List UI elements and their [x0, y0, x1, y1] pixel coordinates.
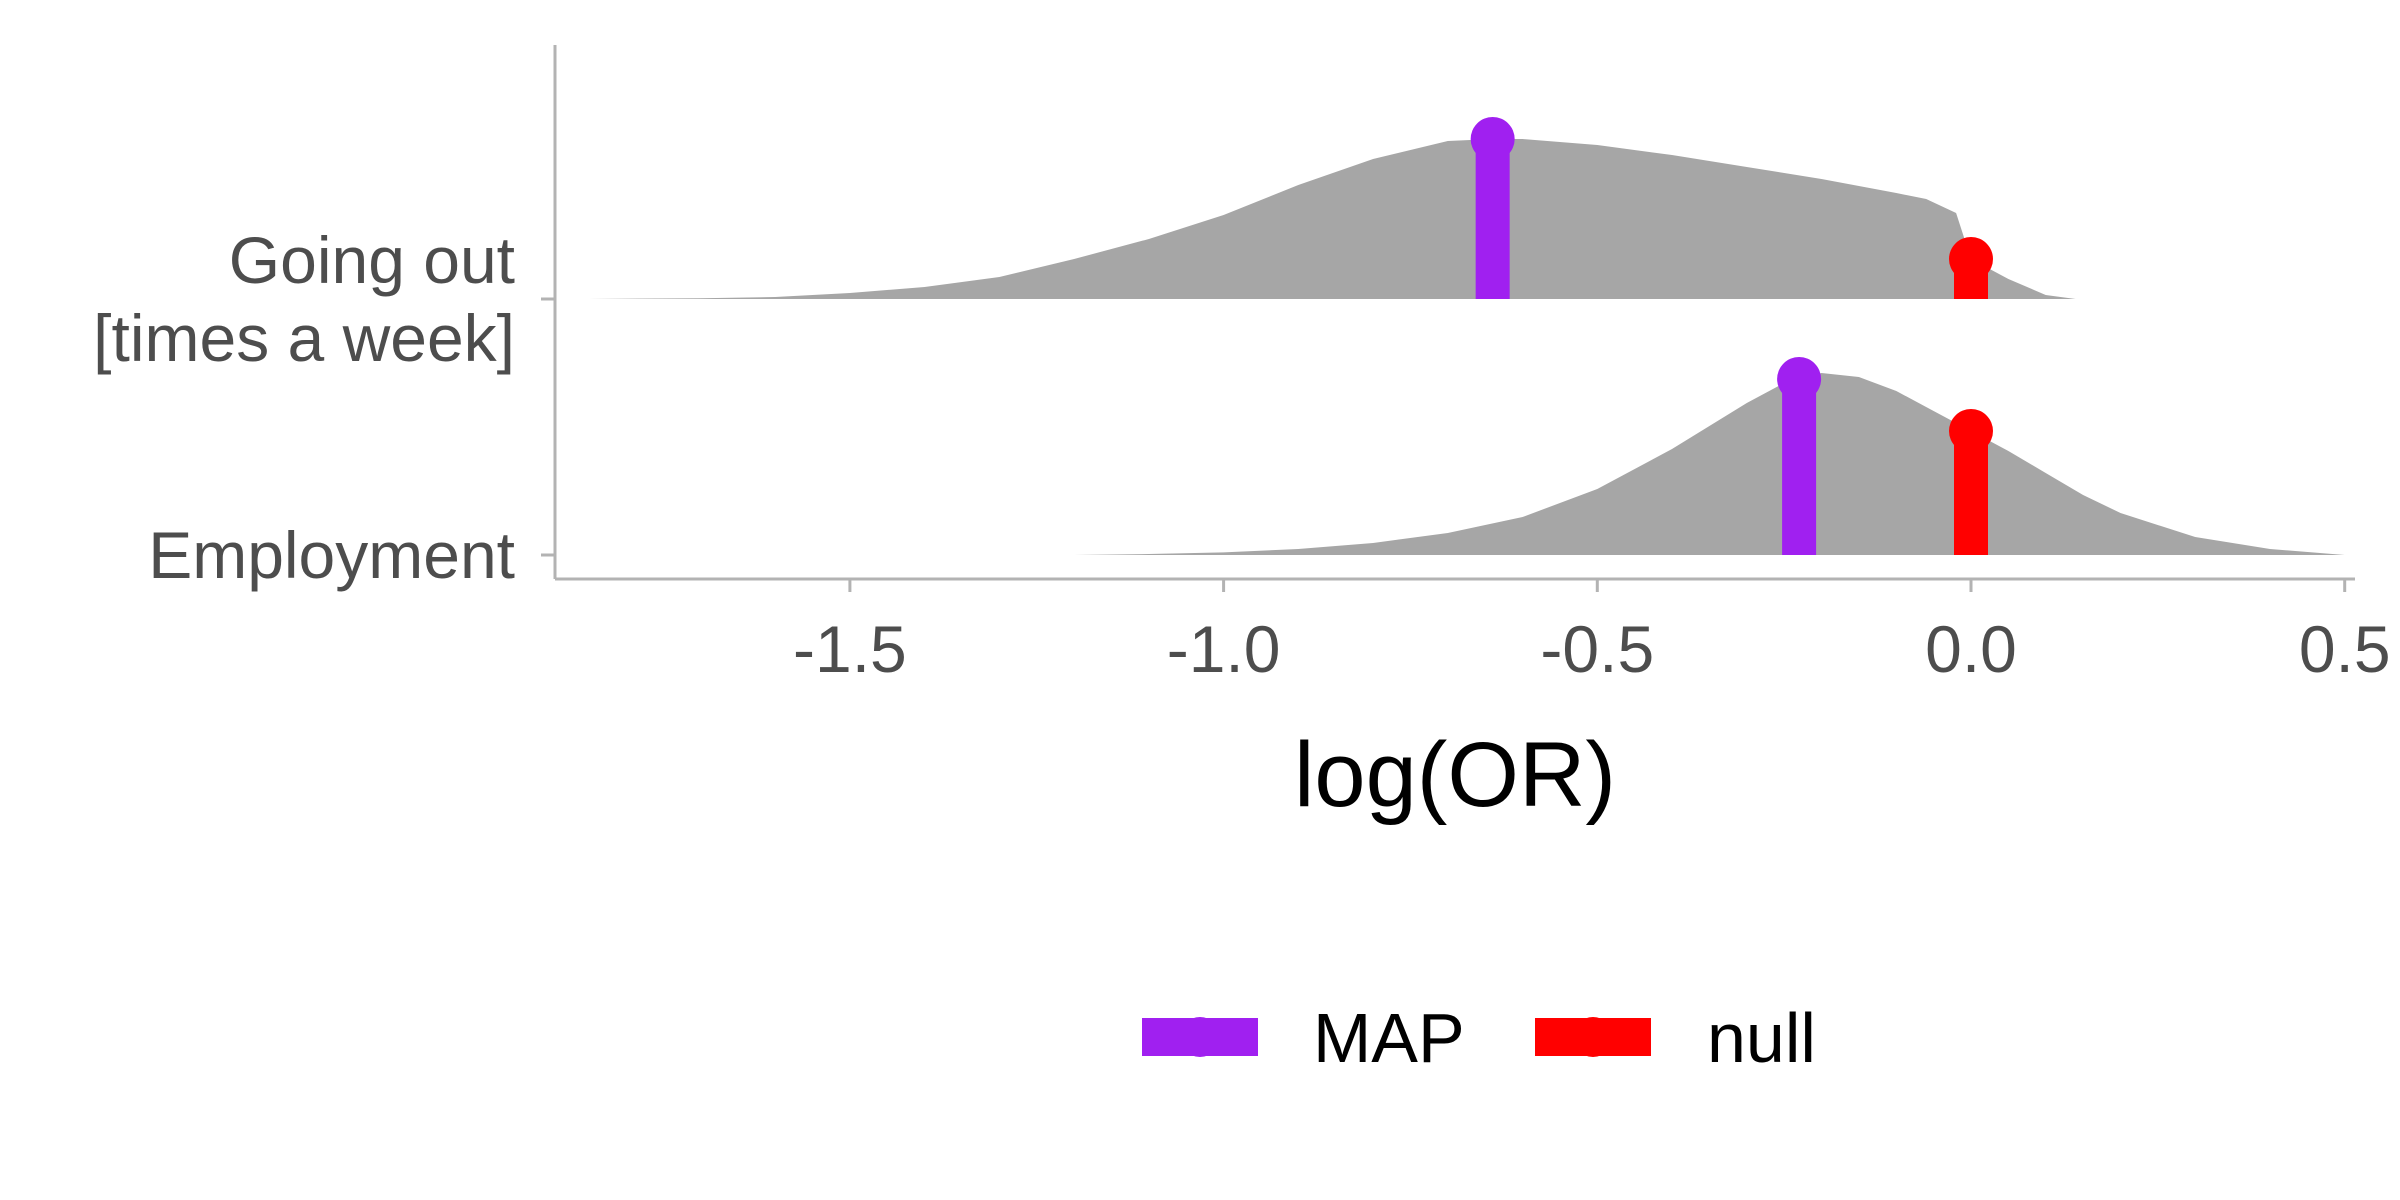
- y-tick-label: Going out [times a week]: [93, 223, 515, 375]
- x-tick-labels: -1.5 -1.0 -0.5 0.0 0.5: [793, 612, 2391, 686]
- x-axis-title: log(OR): [1294, 724, 1616, 826]
- x-tick-label: 0.5: [2299, 612, 2391, 686]
- legend-key-point: [1573, 1017, 1613, 1057]
- y-tick-labels: Employment Going out [times a week]: [93, 223, 515, 592]
- legend: MAP null: [1142, 999, 1816, 1077]
- density-area: [1074, 373, 2345, 555]
- x-tick-label: -0.5: [1540, 612, 1654, 686]
- x-tick-label: -1.0: [1167, 612, 1281, 686]
- y-tick-label-line: Employment: [148, 518, 515, 592]
- density-area: [588, 139, 2076, 299]
- y-tick-label-line: Going out: [229, 223, 515, 297]
- ridge-employment: [1074, 357, 2345, 555]
- map-point: [1777, 357, 1822, 401]
- ridge-layer: [588, 117, 2345, 555]
- ridge-going-out: [588, 117, 2076, 299]
- x-tick-label: -1.5: [793, 612, 907, 686]
- legend-key-point: [1180, 1017, 1220, 1057]
- y-tick-label: Employment: [148, 518, 515, 592]
- null-point: [1949, 409, 1993, 453]
- axes-layer: [541, 45, 2355, 592]
- y-tick-label-line: [times a week]: [93, 301, 515, 375]
- null-point: [1949, 237, 1993, 281]
- legend-label-null: null: [1707, 999, 1816, 1077]
- legend-label-map: MAP: [1313, 999, 1465, 1077]
- x-tick-label: 0.0: [1925, 612, 2017, 686]
- map-point: [1470, 117, 1515, 161]
